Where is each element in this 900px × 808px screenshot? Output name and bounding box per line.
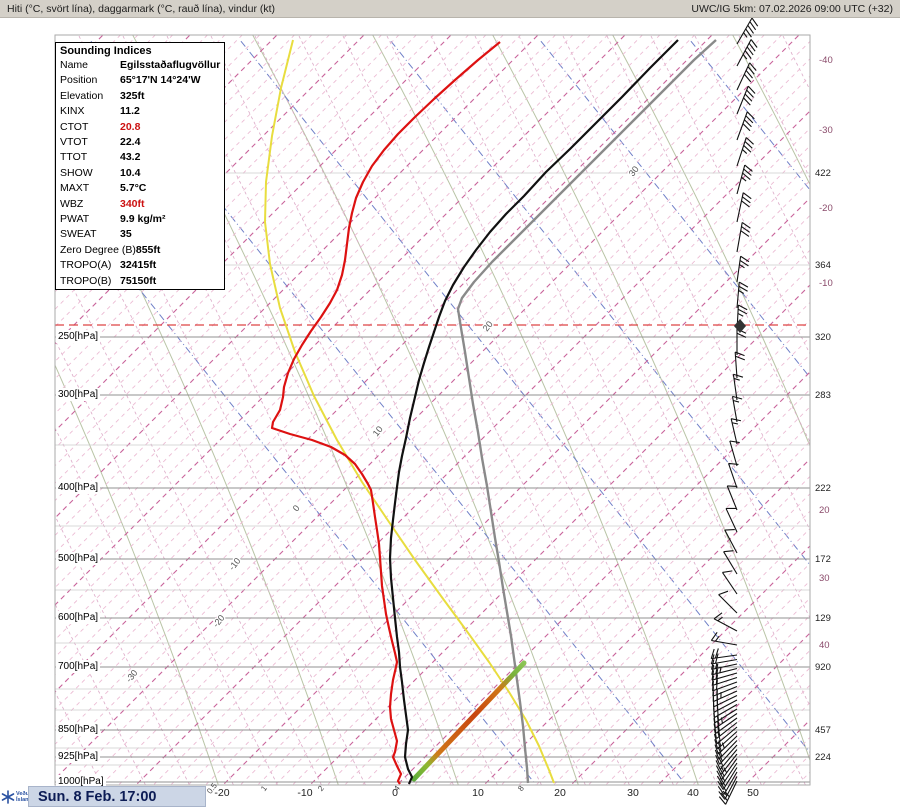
svg-text:20: 20 [819,505,830,516]
svg-text:50: 50 [747,787,759,799]
svg-text:457: 457 [815,725,831,736]
index-row: VTOT 22.4 [60,136,141,149]
index-row: Zero Degree (B)855ft [60,243,161,256]
svg-text:224: 224 [815,752,831,763]
svg-text:30: 30 [819,573,830,584]
parcel-layer-segment [411,660,527,782]
valid-time-label: Sun. 8 Feb. 17:00 [28,786,206,807]
indices-rows: Name Egilsstaðaflugvöllur Position 65°17'N … [56,58,224,289]
index-row: MAXT 5.7°C [60,182,147,195]
pressure-label: 850[hPa] [56,723,101,736]
index-row: Position 65°17'N 14°24'W [60,74,201,87]
tropopause-marker-diamond [734,319,746,333]
svg-text:8: 8 [516,784,526,793]
index-row: CTOT 20.8 [60,120,141,133]
index-row: PWAT 9.9 kg/m² [60,213,166,226]
svg-text:-30: -30 [819,125,833,136]
index-row: TROPO(A) 32415ft [60,259,157,272]
svg-text:30: 30 [627,787,639,799]
svg-text:283: 283 [815,390,831,401]
index-row: WBZ 340ft [60,197,145,210]
index-row: TTOT 43.2 [60,151,141,164]
pressure-label: 925[hPa] [56,750,101,763]
svg-text:4: 4 [392,784,402,793]
plot-border [54,34,811,786]
svg-text:364: 364 [815,260,831,271]
legend-text: Hiti (°C, svört lína), daggarmark (°C, r… [7,2,276,15]
svg-text:129: 129 [815,613,831,624]
temperature-curve [388,39,679,785]
svg-text:-10: -10 [227,556,243,572]
svg-text:222: 222 [815,483,831,494]
isotherm-grid [55,35,810,785]
title-bar: Hiti (°C, svört lína), daggarmark (°C, r… [0,0,900,18]
index-row: TROPO(B) 75150ft [60,274,157,287]
pressure-label: 1000[hPa] [56,775,106,788]
wind-barbs [710,17,759,805]
svg-text:-30: -30 [124,668,140,684]
svg-text:-20: -20 [211,613,227,629]
pressure-label: 300[hPa] [56,388,101,401]
svg-text:-20: -20 [819,203,833,214]
svg-text:40: 40 [819,640,830,651]
gray-reference-curve [456,39,717,784]
index-row: Elevation 325ft [60,89,145,102]
svg-text:920: 920 [815,662,831,673]
bottom-axis-labels: -20 -10 0 10 20 30 40 500.5 1 2 4 8 [205,781,759,799]
svg-text:422: 422 [815,168,831,179]
svg-text:-10: -10 [297,787,312,799]
svg-text:172: 172 [815,554,831,565]
svg-text:-40: -40 [819,55,833,66]
svg-text:10: 10 [472,787,484,799]
svg-text:2: 2 [316,784,326,793]
pressure-label: 500[hPa] [56,552,101,565]
svg-text:0: 0 [392,787,398,799]
dewpoint-curve [270,41,501,785]
svg-text:1: 1 [259,784,269,793]
svg-text:-10: -10 [819,278,833,289]
model-run-text: UWC/IG 5km: 07.02.2026 09:00 UTC (+32) [691,2,893,15]
svg-text:320: 320 [815,332,831,343]
index-row: KINX 11.2 [60,105,140,118]
index-row: SHOW 10.4 [60,166,141,179]
index-row: SWEAT 35 [60,228,132,241]
svg-text:20: 20 [554,787,566,799]
indices-title: Sounding Indices [60,45,152,57]
pressure-label: 400[hPa] [56,481,101,494]
snowflake-logo-icon [1,790,15,804]
svg-text:30: 30 [627,164,641,178]
svg-text:0: 0 [291,503,302,513]
sounding-indices-panel: Sounding Indices Name Egilsstaðaflugvöllu… [55,42,225,291]
svg-text:-20: -20 [214,787,229,799]
right-axis-labels: 422 364 320 283 222 172 129 920 457 224 -40 -30 -20 -… [815,55,833,763]
pressure-label: 250[hPa] [56,330,101,343]
pressure-label: 600[hPa] [56,611,101,624]
pressure-label: 700[hPa] [56,660,101,673]
svg-text:20: 20 [481,319,495,333]
svg-text:40: 40 [687,787,699,799]
index-row: Name Egilsstaðaflugvöllur [60,59,221,71]
